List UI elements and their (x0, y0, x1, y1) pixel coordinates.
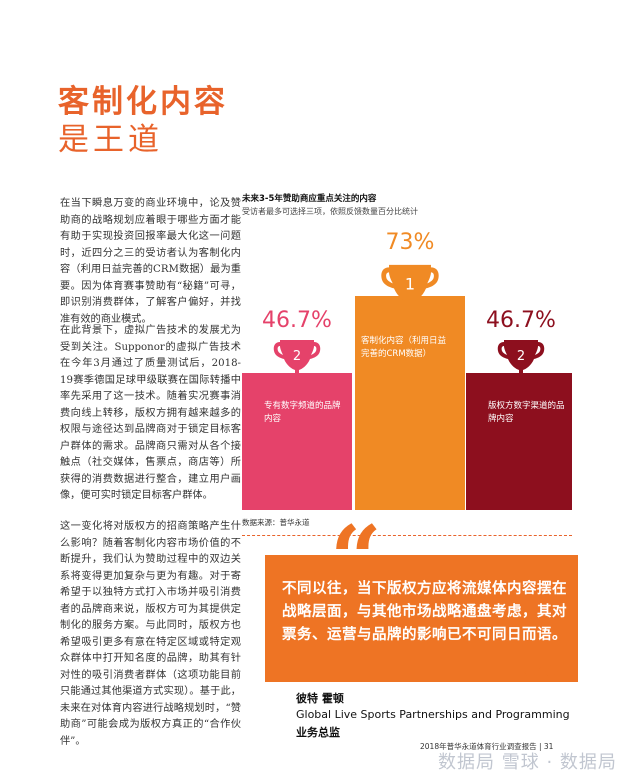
chart-subtitle: 受访者最多可选择三项，依照反馈数量百分比统计 (242, 207, 418, 216)
chart-title: 未来3-5年赞助商应重点关注的内容 (242, 194, 377, 204)
trophy-icon: 2 (273, 340, 321, 390)
speaker-role-line2: 业务总监 (296, 726, 340, 739)
chart-value-label-3: 46.7% (486, 308, 556, 333)
quote-text: 不同以往，当下版权方应将流媒体内容摆在战略层面，与其他市场战略通盘考虑，其对票务… (282, 580, 567, 643)
quote-box (265, 555, 578, 682)
chart-value-label-1: 46.7% (262, 308, 332, 333)
chart-bar-3 (466, 373, 572, 510)
body-paragraph-2: 在此背景下，虚拟广告技术的发展尤为受到关注。Supponor的虚拟广告技术在今年… (60, 325, 241, 501)
chart-source: 数据来源：普华永道 (242, 518, 310, 527)
trophy-rank-2: 1 (405, 275, 415, 294)
speaker-name: 彼特 霍顿 (296, 692, 344, 705)
page-title-line2: 是王道 (58, 122, 163, 158)
chart-bar-1 (242, 373, 352, 510)
chart-value-label-2: 73% (385, 230, 435, 255)
chart-area: 46.7% 73% 46.7% 2 1 2 专有数字频道的品牌内容 客制化内容（… (242, 220, 572, 512)
trophy-icon: 1 (381, 264, 439, 327)
speaker-role-line1: Global Live Sports Partnerships and Prog… (296, 708, 570, 721)
chart-category-label-3: 版权方数字渠道的品牌内容 (488, 401, 565, 424)
trophy-rank-3: 2 (517, 349, 525, 364)
trophy-rank-1: 2 (293, 349, 301, 364)
chart-bar-2 (355, 296, 465, 510)
body-paragraph-1: 在当下瞬息万变的商业环境中，论及赞助商的战略规划应着眼于哪些方面才能有助于实现投… (60, 198, 241, 325)
open-quote-icon: “ (330, 506, 382, 612)
close-quote-icon: ” (520, 634, 572, 740)
watermark: 数据局 雪球 · 数据局 (438, 752, 617, 773)
page-footer: 2018年普华永道体育行业调查报告 | 31 (420, 742, 554, 751)
trophy-icon: 2 (497, 340, 545, 390)
chart-category-label-1: 专有数字频道的品牌内容 (264, 401, 341, 424)
page-title-line1: 客制化内容 (58, 84, 228, 120)
divider (242, 535, 572, 536)
chart-category-label-2: 客制化内容（利用日益完善的CRM数据） (361, 336, 447, 359)
body-paragraph-3: 这一变化将对版权方的招商策略产生什么影响？随着客制化内容市场价值的不断提升，我们… (60, 521, 241, 747)
